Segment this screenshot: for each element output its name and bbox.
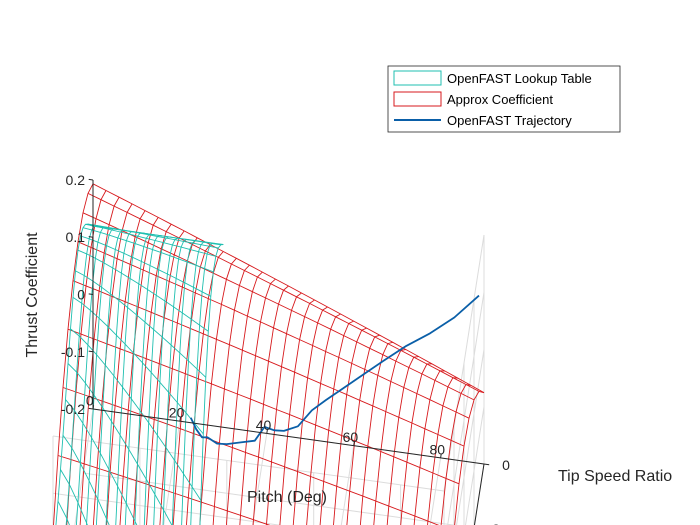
z-tick-label: -0.2 [61,401,85,417]
mesh-line [75,270,207,378]
grid-line [163,421,181,525]
legend-entry: OpenFAST Lookup Table [447,71,592,86]
mesh-line [57,455,271,525]
mesh-line [400,363,432,525]
mesh-line [62,435,110,525]
y-tick-label: 0 [502,457,510,473]
mesh-line [181,241,207,525]
grid-line [429,457,442,525]
x-tick [353,441,355,446]
x-axis-line [92,408,485,465]
y-tick [483,463,490,466]
mesh-line [159,237,198,525]
y-axis-label: Tip Speed Ratio [558,468,672,485]
mesh-line [171,240,198,525]
z-tick [88,178,94,181]
openfast-trajectory [189,294,480,446]
z-tick-label: 0.2 [66,172,86,188]
mesh-line [373,349,406,525]
mesh-line [87,192,480,392]
grid-line [465,406,485,525]
mesh-line [67,363,173,525]
mesh-line [77,249,209,332]
mesh-line [65,399,138,525]
mesh-line [80,235,212,297]
x-tick-label: 80 [430,441,446,457]
mesh-line [70,328,202,501]
mesh-line [82,227,214,273]
grid-line [340,445,355,525]
z-tick-label: 0 [77,287,85,303]
mesh-line [190,242,215,525]
z-tick [88,293,94,295]
z-tick-label: 0.1 [66,229,86,245]
x-tick-label: 0 [86,392,94,408]
z-tick [88,350,94,353]
x-tick [440,453,442,458]
x-tick [179,417,181,422]
approx-coefficient-surface [53,183,485,525]
y-tick-label: 2 [492,521,500,525]
mesh-line [87,223,219,249]
grid-line [52,492,282,525]
x-tick-label: 60 [343,429,359,445]
z-tick [88,407,94,410]
grid-line [52,435,445,492]
legend-entry: Approx Coefficient [447,92,553,107]
legend-swatch [393,91,442,107]
grid-line [251,433,268,525]
mesh-line [359,341,393,525]
grid-line [74,408,94,525]
mesh-line [62,387,440,525]
x-tick-label: 40 [256,417,272,433]
tick-labels: 02040608002468-0.2-0.100.10.2 [61,172,510,525]
mesh-line [172,244,211,525]
mesh-line [162,239,189,525]
z-tick [88,236,94,238]
legend: OpenFAST Lookup Table Approx Coefficient O… [387,65,621,133]
mesh-line [72,297,204,435]
mesh-line [60,469,88,525]
mesh-line [77,241,470,419]
mesh-line [85,223,216,257]
mesh-line [72,280,465,447]
mesh-line [67,328,460,485]
x-tick [266,429,268,434]
mesh-line [386,356,419,525]
mesh-line [55,223,94,525]
mesh-line [82,212,475,401]
trajectory-line [189,294,480,446]
z-tick-label: -0.1 [61,344,85,360]
legend-entry: OpenFAST Trajectory [447,113,572,128]
x-tick [92,405,95,410]
x-tick-label: 20 [169,405,185,421]
mesh-line [92,183,485,394]
y-axis-line [473,463,485,525]
x-axis-label: Pitch (Deg) [247,489,327,506]
mesh-line [106,210,146,525]
openfast-lookup-table-surface [55,223,224,525]
z-axis-label: Thrust Coefficient [24,232,41,358]
legend-swatch [393,70,442,86]
